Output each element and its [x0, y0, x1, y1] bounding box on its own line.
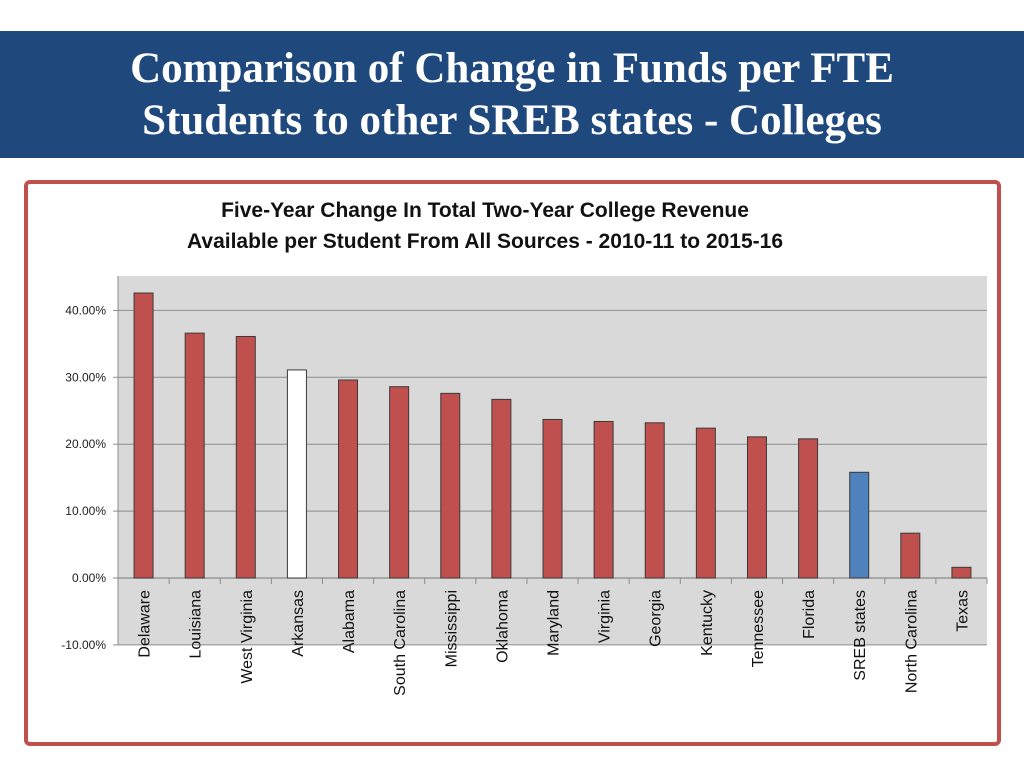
x-tick-label-tennessee: Tennessee: [750, 590, 767, 667]
bar-delaware: [133, 292, 154, 579]
bar-tennessee: [746, 436, 767, 579]
bar-west-virginia: [235, 335, 256, 579]
x-tick-label-virginia: Virginia: [597, 590, 614, 643]
bar-kentucky: [695, 427, 716, 579]
x-tick-label-arkansas: Arkansas: [290, 590, 307, 657]
x-tick-label-texas: Texas: [954, 590, 971, 632]
bar-georgia: [644, 422, 665, 579]
y-tick-label: -10.00%: [61, 638, 106, 652]
bar-texas: [951, 566, 972, 579]
x-tick-label-maryland: Maryland: [546, 590, 563, 656]
bar-south-carolina: [389, 386, 410, 579]
bar-oklahoma: [491, 398, 512, 579]
x-tick-label-kentucky: Kentucky: [699, 590, 716, 656]
x-tick-label-south-carolina: South Carolina: [392, 590, 409, 696]
x-tick-label-sreb-states: SREB states: [852, 590, 869, 681]
bar-alabama: [338, 379, 359, 579]
bar-sreb-states: [849, 471, 870, 579]
slide-title-line-2: Students to other SREB states - Colleges: [142, 96, 882, 144]
slide-title-line-1: Comparison of Change in Funds per FTE: [130, 44, 894, 92]
chart-title-line-2: Available per Student From All Sources -…: [187, 230, 783, 253]
bar-north-carolina: [900, 532, 921, 579]
bar-louisiana: [184, 332, 205, 579]
x-tick-label-alabama: Alabama: [341, 590, 358, 653]
x-tick-label-west-virginia: West Virginia: [239, 590, 256, 684]
x-tick-label-louisiana: Louisiana: [188, 590, 205, 659]
y-tick-label: 20.00%: [65, 437, 106, 451]
y-tick-label: 40.00%: [65, 303, 106, 317]
bar-mississippi: [440, 392, 461, 579]
bar-florida: [798, 438, 819, 579]
slide-header: Comparison of Change in Funds per FTE St…: [0, 31, 1024, 158]
x-tick-label-delaware: Delaware: [137, 590, 154, 658]
bar-arkansas: [286, 369, 307, 579]
bar-maryland: [542, 418, 563, 579]
x-tick-label-florida: Florida: [801, 590, 818, 639]
chart-title-line-1: Five-Year Change In Total Two-Year Colle…: [221, 199, 749, 222]
x-tick-label-north-carolina: North Carolina: [903, 590, 920, 693]
y-tick-label: 0.00%: [72, 571, 106, 585]
x-tick-label-georgia: Georgia: [648, 590, 665, 647]
x-tick-label-mississippi: Mississippi: [443, 590, 460, 667]
x-tick-label-oklahoma: Oklahoma: [494, 590, 511, 663]
y-tick-label: 30.00%: [65, 370, 106, 384]
y-tick-label: 10.00%: [65, 504, 106, 518]
bar-virginia: [593, 420, 614, 579]
